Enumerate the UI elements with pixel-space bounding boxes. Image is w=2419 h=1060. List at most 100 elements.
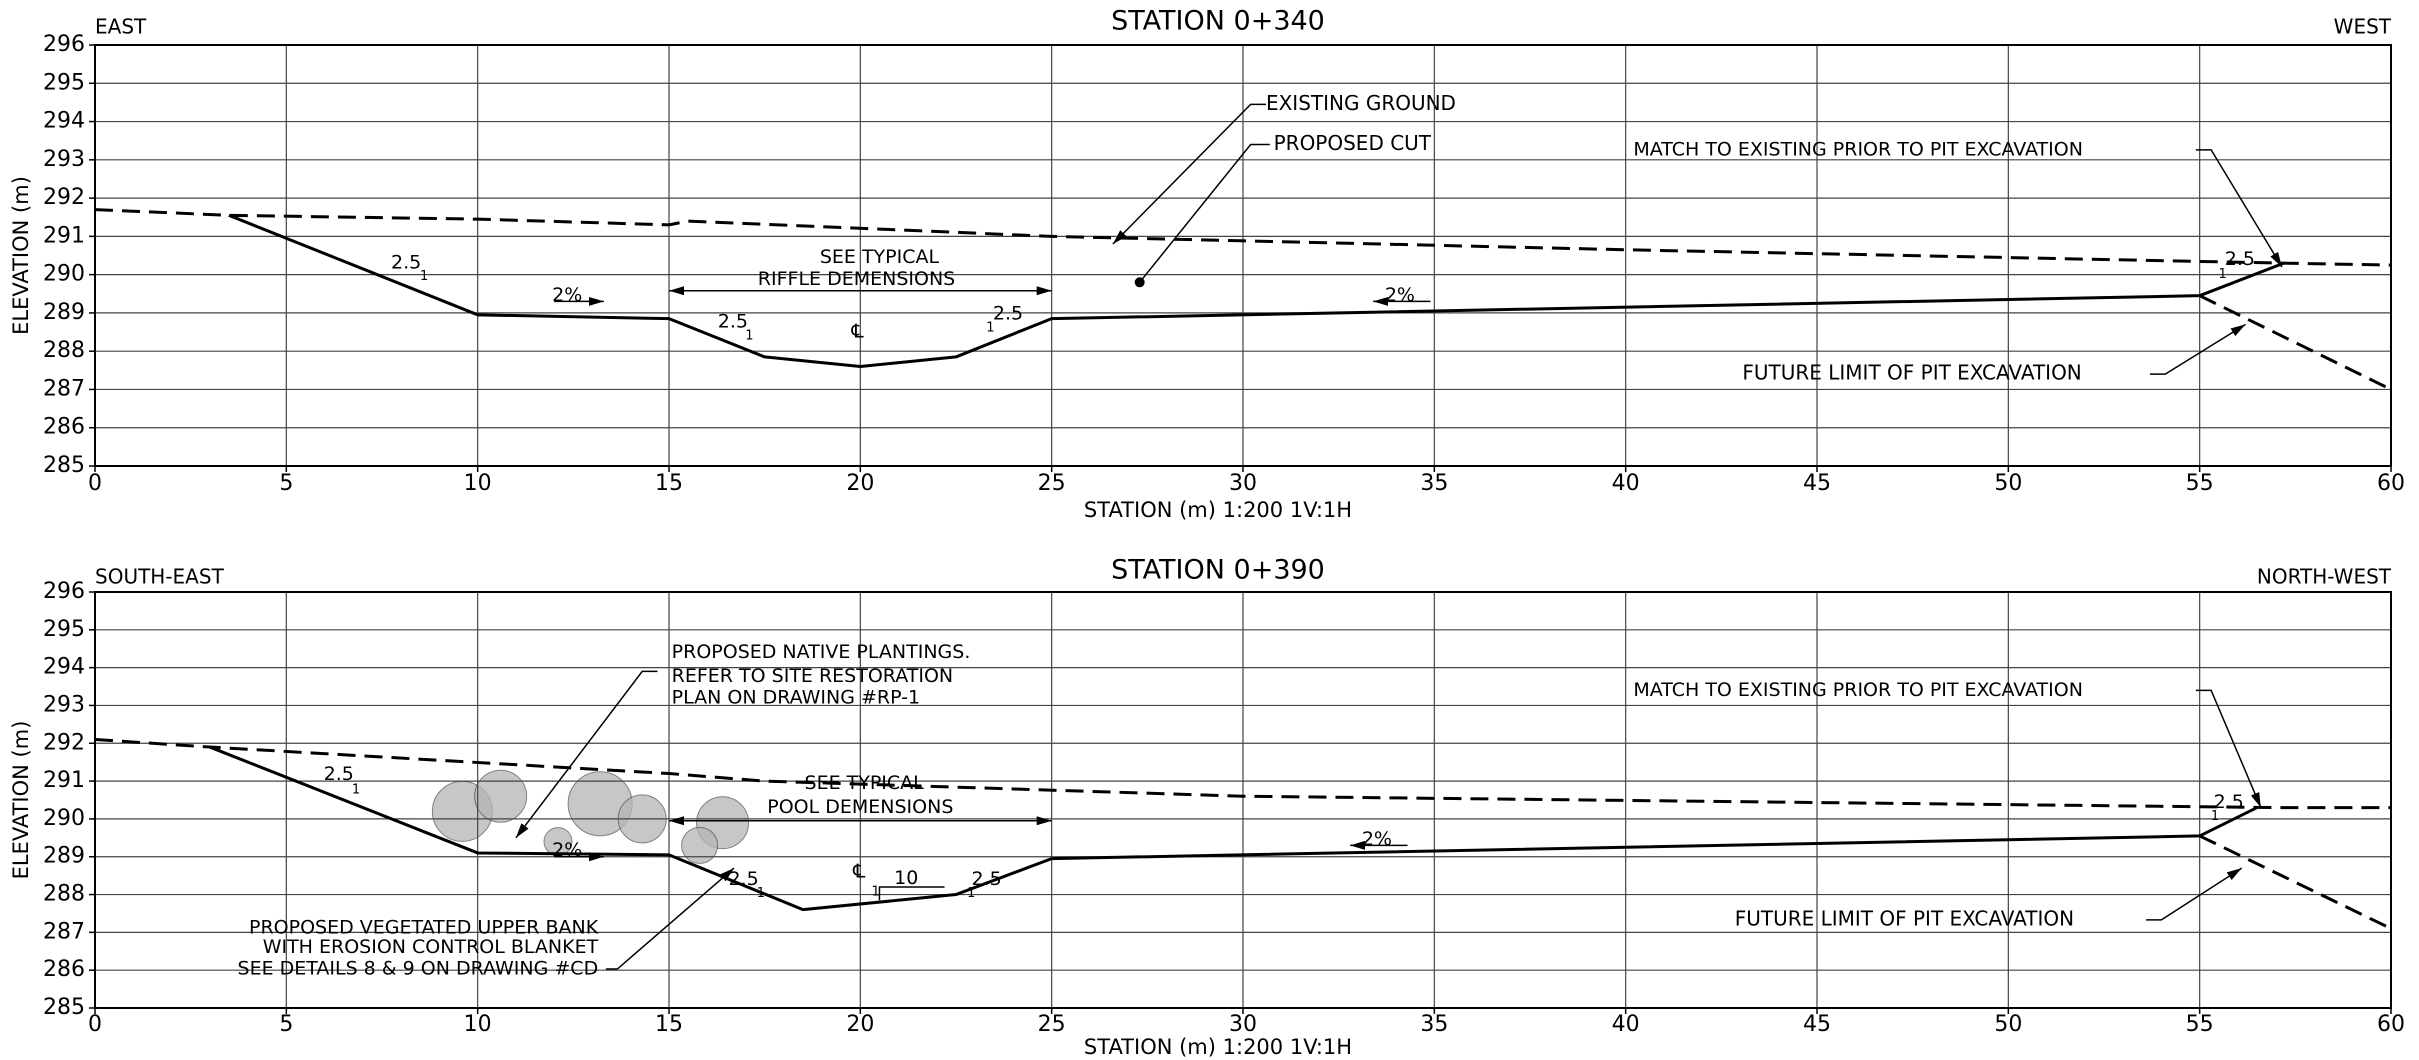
y-axis-label: ELEVATION (m) (9, 721, 33, 880)
annotation: 1 (986, 321, 994, 336)
annotation: 10 (894, 867, 918, 889)
profile-line (210, 747, 2257, 910)
y-tick-label: 287 (43, 919, 85, 944)
vegetation (475, 770, 527, 822)
x-tick-label: 40 (1612, 471, 1640, 496)
x-tick-label: 10 (464, 471, 492, 496)
callout-label: PROPOSED CUT (1274, 131, 1432, 155)
dashed-line (2200, 836, 2391, 929)
annotation: 1 (967, 886, 975, 901)
left-label: SOUTH-EAST (95, 565, 225, 589)
annotation: 2.5 (391, 252, 421, 274)
annotation: MATCH TO EXISTING PRIOR TO PIT EXCAVATIO… (1633, 138, 2083, 160)
annotation: REFER TO SITE RESTORATION (672, 665, 953, 687)
callout-label: FUTURE LIMIT OF PIT EXCAVATION (1735, 906, 2074, 930)
y-tick-label: 287 (43, 376, 85, 401)
annotation: 1 (745, 328, 753, 343)
x-tick-label: 5 (279, 1012, 293, 1037)
x-tick-label: 60 (2377, 1012, 2405, 1037)
x-tick-label: 35 (1420, 471, 1448, 496)
annotation: PROPOSED NATIVE PLANTINGS. (672, 641, 971, 663)
annotation: 2.5 (2225, 248, 2255, 270)
x-tick-label: 10 (464, 1012, 492, 1037)
annotation: MATCH TO EXISTING PRIOR TO PIT EXCAVATIO… (1633, 679, 2083, 701)
y-tick-label: 289 (43, 300, 85, 325)
y-tick-label: 290 (43, 806, 85, 831)
annotation: 2% (552, 284, 582, 306)
y-tick-label: 288 (43, 338, 85, 363)
y-tick-label: 289 (43, 844, 85, 869)
annotation: 1 (420, 269, 428, 284)
right-label: NORTH-WEST (2257, 565, 2392, 589)
y-tick-label: 286 (43, 957, 85, 982)
x-tick-label: 20 (846, 1012, 874, 1037)
annotation: 2.5 (993, 303, 1023, 325)
y-tick-label: 295 (43, 617, 85, 642)
x-tick-label: 5 (279, 471, 293, 496)
x-tick-label: 15 (655, 1012, 683, 1037)
annotation: 2.5 (729, 868, 759, 890)
annotation: 1 (2218, 267, 2226, 282)
y-tick-label: 290 (43, 262, 85, 287)
annotation: ℄ (852, 860, 866, 882)
annotation: SEE DETAILS 8 & 9 ON DRAWING #CD (238, 958, 599, 980)
annotation: 2.5 (718, 311, 748, 333)
right-label: WEST (2334, 15, 2392, 39)
y-tick-label: 294 (43, 655, 85, 680)
profile-line (229, 215, 2284, 366)
x-tick-label: 50 (1994, 1012, 2022, 1037)
y-tick-label: 291 (43, 223, 85, 248)
x-tick-label: 0 (88, 471, 102, 496)
y-tick-label: 292 (43, 185, 85, 210)
y-tick-label: 288 (43, 882, 85, 907)
x-tick-label: 25 (1038, 1012, 1066, 1037)
annotation: SEE TYPICAL (820, 246, 940, 268)
leader-line (606, 868, 734, 969)
annotation: 2% (1362, 828, 1392, 850)
annotation: POOL DEMENSIONS (767, 796, 953, 818)
x-tick-label: 45 (1803, 471, 1831, 496)
y-tick-label: 285 (43, 453, 85, 478)
annotation: 2% (1385, 284, 1415, 306)
annotation: ℄ (851, 321, 865, 343)
annotation: 2% (552, 839, 582, 861)
x-tick-label: 20 (846, 471, 874, 496)
y-tick-label: 293 (43, 692, 85, 717)
page: 0510152025303540455055602852862872882892… (0, 0, 2419, 1060)
x-tick-label: 35 (1420, 1012, 1448, 1037)
drawing: 0510152025303540455055602852862872882892… (0, 0, 2419, 1060)
annotation: 1 (2211, 809, 2219, 824)
y-tick-label: 295 (43, 70, 85, 95)
annotation: PLAN ON DRAWING #RP-1 (672, 686, 920, 708)
x-tick-label: 30 (1229, 471, 1257, 496)
annotation: SEE TYPICAL (805, 772, 925, 794)
leader-line (1140, 145, 1270, 283)
x-tick-label: 55 (2186, 1012, 2214, 1037)
annotation: 2.5 (324, 763, 354, 785)
chart-title: STATION 0+340 (1111, 6, 1325, 37)
dashed-line (2200, 296, 2391, 390)
annotation: RIFFLE DEMENSIONS (758, 268, 955, 290)
callout-label: FUTURE LIMIT OF PIT EXCAVATION (1742, 361, 2081, 385)
x-tick-label: 15 (655, 471, 683, 496)
x-tick-label: 25 (1038, 471, 1066, 496)
x-tick-label: 60 (2377, 471, 2405, 496)
chart-title: STATION 0+390 (1111, 555, 1325, 586)
callout-label: EXISTING GROUND (1266, 91, 1456, 115)
leader-line (2150, 324, 2246, 374)
x-tick-label: 40 (1612, 1012, 1640, 1037)
x-tick-label: 45 (1803, 1012, 1831, 1037)
x-axis-label: STATION (m) 1:200 1V:1H (1084, 1035, 1352, 1059)
y-tick-label: 293 (43, 147, 85, 172)
x-tick-label: 50 (1994, 471, 2022, 496)
x-tick-label: 55 (2186, 471, 2214, 496)
y-tick-label: 294 (43, 109, 85, 134)
x-tick-label: 30 (1229, 1012, 1257, 1037)
annotation: WITH EROSION CONTROL BLANKET (263, 936, 599, 958)
y-tick-label: 286 (43, 415, 85, 440)
x-tick-label: 0 (88, 1012, 102, 1037)
y-axis-label: ELEVATION (m) (9, 176, 33, 335)
annotation: 1 (871, 884, 879, 899)
x-axis-label: STATION (m) 1:200 1V:1H (1084, 498, 1352, 522)
left-label: EAST (95, 15, 147, 39)
